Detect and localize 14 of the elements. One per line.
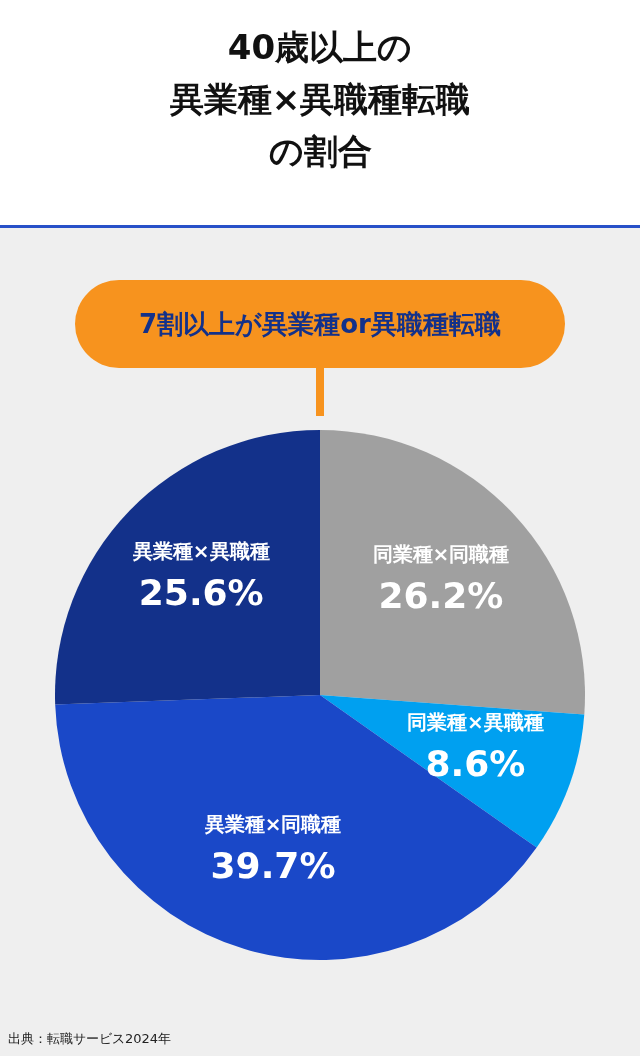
pie-slice — [55, 430, 320, 705]
text: 7割以上が異業種or異職種転職 — [75, 280, 565, 368]
slice-label: 同業種×同職種 — [372, 541, 510, 566]
text: 異業種×異職種転職 — [169, 79, 471, 119]
data-label: 26.2% — [378, 574, 504, 616]
data-label: 8.6% — [425, 742, 526, 784]
source-note: 出典：転職サービス2024年 — [8, 1030, 172, 1048]
slice-label: 同業種×異職種 — [406, 709, 544, 734]
text: 40歳以上の — [227, 27, 413, 67]
text: の割合 — [268, 131, 372, 171]
data-label: 39.7% — [210, 845, 336, 887]
slice-label: 異業種×同職種 — [203, 812, 342, 837]
data-label: 25.6% — [138, 572, 264, 614]
slice-label: 異業種×異職種 — [131, 539, 270, 564]
